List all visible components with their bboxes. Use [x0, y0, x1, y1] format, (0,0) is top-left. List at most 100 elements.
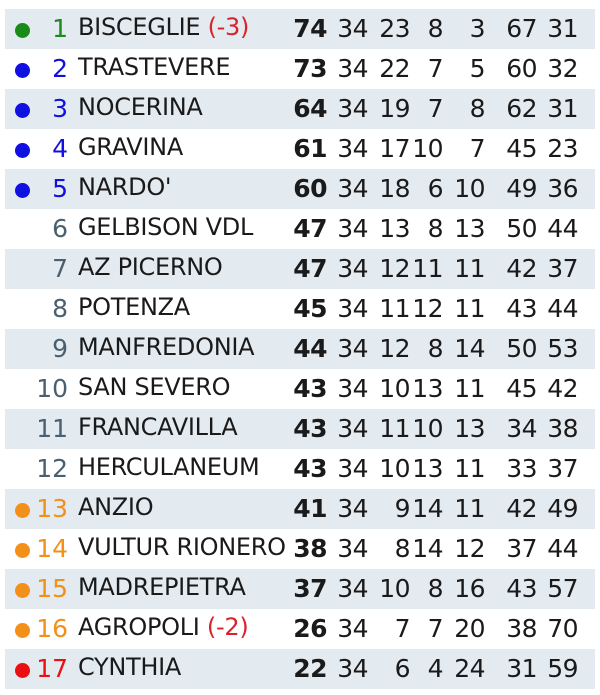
- stat-pts: 74: [293, 14, 327, 43]
- stat-l: 11: [454, 374, 485, 403]
- stat-d: 12: [412, 294, 443, 323]
- stat-w: 17: [379, 134, 410, 163]
- stat-w: 23: [379, 14, 410, 43]
- stat-pts: 73: [293, 54, 327, 83]
- stat-d: 13: [412, 454, 443, 483]
- stat-w: 19: [379, 94, 410, 123]
- stat-pg: 34: [337, 494, 368, 523]
- team-name: MADREPIETRA: [78, 573, 246, 601]
- rank: 6: [52, 214, 68, 243]
- stat-w: 12: [379, 254, 410, 283]
- rank: 1: [52, 14, 68, 43]
- stat-gf: 49: [506, 174, 537, 203]
- stat-pg: 34: [337, 614, 368, 643]
- stat-pts: 43: [293, 414, 327, 443]
- stat-w: 10: [379, 454, 410, 483]
- stat-pg: 34: [337, 54, 368, 83]
- rank: 2: [52, 54, 68, 83]
- stat-ga: 32: [547, 54, 578, 83]
- table-row: 12 HERCULANEUM 43 34 10 13 11 33 37: [5, 449, 595, 489]
- stat-pts: 61: [293, 134, 327, 163]
- stat-pg: 34: [337, 374, 368, 403]
- stat-pg: 34: [337, 654, 368, 683]
- rank: 9: [52, 334, 68, 363]
- stat-ga: 38: [547, 414, 578, 443]
- table-row: 16 AGROPOLI (-2) 26 34 7 7 20 38 70: [5, 609, 595, 649]
- rank: 16: [36, 614, 68, 643]
- stat-w: 18: [379, 174, 410, 203]
- team-name: GELBISON VDL: [78, 213, 253, 241]
- rank: 17: [36, 654, 68, 683]
- stat-d: 10: [412, 134, 443, 163]
- team-label: TRASTEVERE: [78, 53, 231, 81]
- stat-pts: 47: [293, 214, 327, 243]
- penalty: (-3): [207, 13, 250, 41]
- stat-gf: 31: [506, 654, 537, 683]
- stat-gf: 43: [506, 574, 537, 603]
- team-label: BISCEGLIE: [78, 13, 201, 41]
- standings-table: 1 BISCEGLIE (-3) 74 34 23 8 3 67 31 2 TRASTEVERE 73…: [5, 9, 595, 689]
- stat-l: 3: [469, 14, 486, 43]
- stat-ga: 59: [547, 654, 578, 683]
- stat-gf: 45: [506, 134, 537, 163]
- table-row: 13 ANZIO 41 34 9 14 11 42 49: [5, 489, 595, 529]
- stat-d: 10: [412, 414, 443, 443]
- table-row: 4 GRAVINA 61 34 17 10 7 45 23: [5, 129, 595, 169]
- stat-pts: 45: [293, 294, 327, 323]
- stat-pg: 34: [337, 334, 368, 363]
- rank: 4: [52, 134, 68, 163]
- stat-l: 5: [469, 54, 486, 83]
- team-label: NARDO': [78, 173, 172, 201]
- team-label: GELBISON VDL: [78, 213, 254, 241]
- rank: 12: [36, 454, 68, 483]
- penalty: (-2): [206, 613, 249, 641]
- team-label: MANFREDONIA: [78, 333, 255, 361]
- zone-dot-icon: [15, 143, 30, 158]
- stat-gf: 60: [506, 54, 537, 83]
- stat-ga: 31: [547, 94, 578, 123]
- rank: 7: [52, 254, 68, 283]
- rank: 10: [36, 374, 68, 403]
- stat-d: 7: [427, 54, 444, 83]
- stat-l: 20: [454, 614, 485, 643]
- team-label: CYNTHIA: [78, 653, 182, 681]
- stat-w: 13: [379, 214, 410, 243]
- stat-l: 13: [454, 214, 485, 243]
- stat-w: 8: [394, 534, 411, 563]
- stat-gf: 45: [506, 374, 537, 403]
- stat-pg: 34: [337, 454, 368, 483]
- stat-pts: 60: [293, 174, 327, 203]
- stat-pts: 64: [293, 94, 327, 123]
- stat-d: 14: [412, 534, 443, 563]
- stat-gf: 37: [506, 534, 537, 563]
- team-label: MADREPIETRA: [78, 573, 246, 601]
- table-row: 9 MANFREDONIA 44 34 12 8 14 50 53: [5, 329, 595, 369]
- table-row: 5 NARDO' 60 34 18 6 10 49 36: [5, 169, 595, 209]
- stat-gf: 42: [506, 494, 537, 523]
- table-row: 7 AZ PICERNO 47 34 12 11 11 42 37: [5, 249, 595, 289]
- zone-dot-icon: [15, 663, 30, 678]
- stat-pg: 34: [337, 534, 368, 563]
- rank: 13: [36, 494, 68, 523]
- rank: 3: [52, 94, 68, 123]
- stat-gf: 43: [506, 294, 537, 323]
- stat-l: 16: [454, 574, 485, 603]
- stat-d: 11: [412, 254, 443, 283]
- team-name: SAN SEVERO: [78, 373, 231, 401]
- table-row: 14 VULTUR RIONERO 38 34 8 14 12 37 44: [5, 529, 595, 569]
- rank: 14: [36, 534, 68, 563]
- team-name: HERCULANEUM: [78, 453, 260, 481]
- zone-dot-icon: [15, 63, 30, 78]
- team-name: NOCERINA: [78, 93, 203, 121]
- stat-w: 6: [394, 654, 411, 683]
- stat-d: 7: [427, 614, 444, 643]
- rank: 15: [36, 574, 68, 603]
- zone-dot-icon: [15, 543, 30, 558]
- team-name: VULTUR RIONERO: [78, 533, 286, 561]
- team-label: HERCULANEUM: [78, 453, 260, 481]
- table-row: 1 BISCEGLIE (-3) 74 34 23 8 3 67 31: [5, 9, 595, 49]
- table-row: 11 FRANCAVILLA 43 34 11 10 13 34 38: [5, 409, 595, 449]
- stat-pts: 37: [293, 574, 327, 603]
- stat-l: 8: [469, 94, 486, 123]
- zone-dot-icon: [15, 583, 30, 598]
